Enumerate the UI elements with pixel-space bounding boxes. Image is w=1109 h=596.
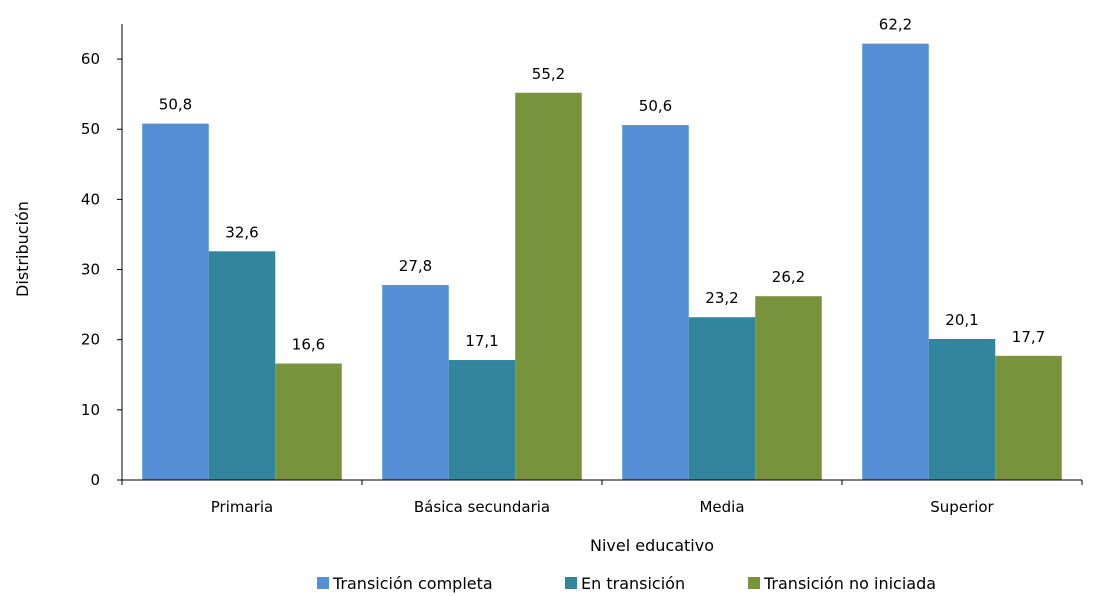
bar-0-0 <box>142 123 209 480</box>
y-tick-label-4: 40 <box>81 190 100 208</box>
data-label-2-1: 23,2 <box>705 289 738 307</box>
legend-swatch-0 <box>317 577 329 589</box>
legend: Transición completa En transición Transici… <box>317 574 936 593</box>
x-category-label-3: Superior <box>930 498 994 516</box>
bar-3-2 <box>995 355 1062 480</box>
y-tick-label-6: 60 <box>81 50 100 68</box>
bar-0-2 <box>275 363 342 480</box>
data-label-3-2: 17,7 <box>1012 328 1045 346</box>
bar-3-1 <box>928 338 996 480</box>
data-label-0-0: 50,8 <box>159 96 192 114</box>
bar-1-2 <box>515 92 582 481</box>
bar-2-0 <box>622 125 689 480</box>
data-labels: 50,8 32,6 16,6 27,8 17,1 55,2 50,6 23,2 26,2 62,2… <box>159 16 1045 354</box>
data-label-3-1: 20,1 <box>945 311 978 329</box>
bar-2-1 <box>688 317 756 480</box>
bar-3-0 <box>862 43 929 481</box>
data-label-1-0: 27,8 <box>399 257 432 275</box>
legend-label-0: Transición completa <box>332 574 493 593</box>
data-label-2-0: 50,6 <box>639 97 672 115</box>
data-label-0-1: 32,6 <box>225 223 258 241</box>
legend-swatch-2 <box>748 577 760 589</box>
y-tick-label-1: 10 <box>81 401 100 419</box>
data-label-3-0: 62,2 <box>879 16 912 34</box>
x-category-label-0: Primaria <box>211 498 273 516</box>
legend-label-1: En transición <box>581 574 685 593</box>
bar-2-2 <box>755 296 822 480</box>
bars <box>142 43 1062 481</box>
y-tick-label-2: 20 <box>81 331 100 349</box>
x-category-label-2: Media <box>699 498 744 516</box>
y-axis-ticks: 0 10 20 30 40 50 60 <box>81 50 122 489</box>
x-axis-category-labels: Primaria Básica secundaria Media Superior <box>121 480 1083 516</box>
x-category-label-1: Básica secundaria <box>414 498 550 516</box>
y-tick-label-5: 50 <box>81 120 100 138</box>
data-label-2-2: 26,2 <box>772 268 805 286</box>
bar-1-1 <box>448 360 516 480</box>
bar-1-0 <box>382 284 449 480</box>
y-tick-label-3: 30 <box>81 261 100 279</box>
y-tick-label-0: 0 <box>90 471 100 489</box>
y-axis-title: Distribución <box>13 201 32 297</box>
legend-label-2: Transición no iniciada <box>763 574 936 593</box>
x-axis-title: Nivel educativo <box>590 536 714 555</box>
data-label-1-2: 55,2 <box>532 65 565 83</box>
data-label-0-2: 16,6 <box>292 336 325 354</box>
legend-swatch-1 <box>565 577 577 589</box>
data-label-1-1: 17,1 <box>465 332 498 350</box>
bar-0-1 <box>208 251 276 480</box>
